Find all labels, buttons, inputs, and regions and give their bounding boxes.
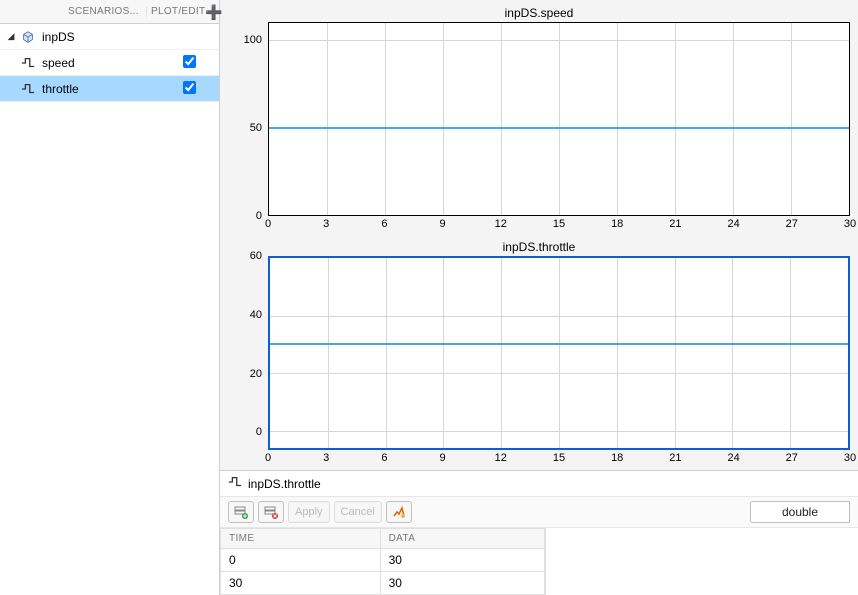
dataset-icon: [18, 30, 38, 44]
plot-block: inpDS.throttle0204060036912151821242730: [228, 238, 850, 470]
table-row[interactable]: 030: [221, 549, 545, 572]
plot-canvas[interactable]: [268, 22, 850, 216]
plot-title: inpDS.speed: [228, 4, 850, 22]
xtick-label: 27: [786, 218, 798, 230]
ytick-label: 0: [256, 426, 262, 438]
signal-icon: [18, 56, 38, 70]
plot-checkbox[interactable]: [183, 81, 196, 94]
plot-checkbox[interactable]: [183, 55, 196, 68]
table-cell[interactable]: 30: [380, 572, 544, 595]
data-line: [269, 127, 849, 129]
tree-header-scenarios: SCENARIOS...: [0, 6, 147, 17]
table-cell[interactable]: 30: [380, 549, 544, 572]
xtick-label: 15: [553, 218, 565, 230]
plot-block: inpDS.speed050100036912151821242730: [228, 4, 850, 236]
cancel-button[interactable]: Cancel: [334, 501, 382, 523]
xtick-label: 21: [669, 218, 681, 230]
insert-row-button[interactable]: [228, 501, 254, 523]
signal-icon: [18, 82, 38, 96]
ytick-label: 60: [250, 250, 262, 262]
right-panel: inpDS.speed050100036912151821242730inpDS…: [220, 0, 858, 595]
plots-area: inpDS.speed050100036912151821242730inpDS…: [220, 0, 858, 470]
xtick-label: 3: [323, 218, 329, 230]
xtick-label: 12: [495, 218, 507, 230]
xtick-label: 21: [669, 452, 681, 464]
tree-header: SCENARIOS... PLOT/EDIT ➕: [0, 0, 219, 24]
table-cell[interactable]: 0: [221, 549, 381, 572]
table-column-header: TIME: [221, 529, 381, 549]
tree-root-label: inpDS: [38, 30, 159, 44]
expand-toggle-icon[interactable]: ◢: [4, 31, 18, 42]
xtick-label: 3: [323, 452, 329, 464]
xtick-label: 24: [727, 452, 739, 464]
xtick-label: 0: [265, 452, 271, 464]
signal-rows-container: speed throttle: [0, 50, 219, 102]
ytick-label: 50: [250, 122, 262, 134]
signal-label: throttle: [38, 82, 159, 96]
xtick-label: 6: [381, 218, 387, 230]
xtick-label: 27: [786, 452, 798, 464]
dtype-selector[interactable]: double: [750, 501, 850, 523]
table-row[interactable]: 3030: [221, 572, 545, 595]
signal-icon: [228, 475, 242, 492]
xtick-label: 15: [553, 452, 565, 464]
xtick-label: 12: [495, 452, 507, 464]
scenario-tree-panel: SCENARIOS... PLOT/EDIT ➕ ◢ inpDS speed: [0, 0, 220, 595]
xtick-label: 30: [844, 452, 856, 464]
xtick-label: 6: [381, 452, 387, 464]
tree-header-plot: PLOT/EDIT ➕: [147, 5, 219, 19]
tree-row-signal[interactable]: throttle: [0, 76, 219, 102]
table-column-header: DATA: [380, 529, 544, 549]
data-table: TIMEDATA 0303030: [220, 528, 545, 595]
table-cell[interactable]: 30: [221, 572, 381, 595]
signal-editor: inpDS.throttle Apply Cancel double: [220, 470, 858, 595]
xtick-label: 18: [611, 452, 623, 464]
data-table-wrap: TIMEDATA 0303030: [220, 528, 858, 595]
ytick-label: 40: [250, 309, 262, 321]
delete-row-button[interactable]: [258, 501, 284, 523]
tree-row-signal[interactable]: speed: [0, 50, 219, 76]
tree-row-root[interactable]: ◢ inpDS: [0, 24, 219, 50]
plot-title: inpDS.throttle: [228, 238, 850, 256]
xtick-label: 9: [440, 218, 446, 230]
editing-signal-label: inpDS.throttle: [220, 471, 858, 496]
apply-button[interactable]: Apply: [288, 501, 330, 523]
xtick-label: 9: [440, 452, 446, 464]
app-root: SCENARIOS... PLOT/EDIT ➕ ◢ inpDS speed: [0, 0, 858, 595]
xtick-label: 24: [727, 218, 739, 230]
xtick-label: 0: [265, 218, 271, 230]
plot-canvas[interactable]: [268, 256, 850, 450]
ytick-label: 20: [250, 368, 262, 380]
signal-label: speed: [38, 56, 159, 70]
plot-checkbox-cell: [159, 81, 219, 97]
ytick-label: 100: [244, 34, 262, 46]
matlab-icon-button[interactable]: [386, 501, 412, 523]
plot-checkbox-cell: [159, 55, 219, 71]
xtick-label: 30: [844, 218, 856, 230]
data-line: [270, 343, 848, 345]
xtick-label: 18: [611, 218, 623, 230]
editor-toolbar: Apply Cancel double: [220, 496, 858, 528]
